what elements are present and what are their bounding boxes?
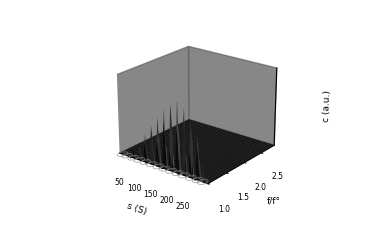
Y-axis label: f/f°: f/f°	[267, 196, 281, 205]
X-axis label: s (S): s (S)	[126, 200, 148, 216]
